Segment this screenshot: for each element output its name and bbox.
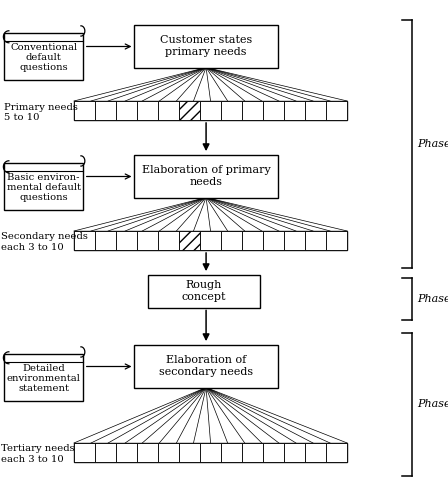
Bar bbox=[200, 101, 221, 120]
Bar bbox=[221, 231, 242, 250]
Bar bbox=[221, 443, 242, 462]
Bar bbox=[95, 231, 116, 250]
Text: Phase III: Phase III bbox=[418, 399, 448, 409]
Bar bbox=[95, 443, 116, 462]
Bar bbox=[74, 101, 347, 120]
Bar bbox=[137, 231, 158, 250]
Bar bbox=[4, 354, 83, 401]
Text: Elaboration of primary
needs: Elaboration of primary needs bbox=[142, 166, 271, 187]
Bar bbox=[158, 101, 179, 120]
Bar bbox=[263, 443, 284, 462]
Bar bbox=[326, 443, 347, 462]
Bar bbox=[116, 443, 137, 462]
Bar bbox=[74, 101, 95, 120]
Text: Phase II: Phase II bbox=[418, 294, 448, 304]
Bar bbox=[242, 101, 263, 120]
Text: Customer states
primary needs: Customer states primary needs bbox=[160, 36, 252, 57]
Bar bbox=[179, 101, 200, 120]
Bar bbox=[284, 231, 305, 250]
Text: Rough
concept: Rough concept bbox=[181, 280, 226, 302]
Bar bbox=[242, 443, 263, 462]
Bar bbox=[4, 32, 83, 80]
Bar bbox=[134, 345, 278, 388]
Text: Phase I: Phase I bbox=[418, 138, 448, 149]
Text: Basic environ-
mental default
questions: Basic environ- mental default questions bbox=[7, 172, 81, 203]
Bar bbox=[179, 101, 200, 120]
Bar bbox=[242, 231, 263, 250]
Bar bbox=[200, 443, 221, 462]
Bar bbox=[326, 231, 347, 250]
Bar bbox=[179, 231, 200, 250]
Bar bbox=[179, 443, 200, 462]
Text: Secondary needs
each 3 to 10: Secondary needs each 3 to 10 bbox=[1, 232, 88, 252]
Bar bbox=[158, 231, 179, 250]
Bar bbox=[137, 101, 158, 120]
Bar bbox=[158, 443, 179, 462]
Bar bbox=[134, 25, 278, 68]
Bar bbox=[221, 101, 242, 120]
Bar bbox=[134, 155, 278, 198]
Bar bbox=[4, 162, 83, 210]
Text: Elaboration of
secondary needs: Elaboration of secondary needs bbox=[159, 356, 253, 377]
Bar bbox=[305, 231, 326, 250]
Bar bbox=[200, 231, 221, 250]
Bar bbox=[305, 101, 326, 120]
Bar bbox=[305, 443, 326, 462]
Text: Conventional
default
questions: Conventional default questions bbox=[10, 42, 77, 72]
Bar bbox=[74, 231, 347, 250]
Bar bbox=[137, 443, 158, 462]
Bar bbox=[284, 443, 305, 462]
Bar bbox=[326, 101, 347, 120]
Bar bbox=[116, 101, 137, 120]
Bar bbox=[74, 443, 95, 462]
Text: Primary needs
5 to 10: Primary needs 5 to 10 bbox=[4, 103, 78, 122]
Bar bbox=[95, 101, 116, 120]
Bar bbox=[74, 231, 95, 250]
Bar bbox=[284, 101, 305, 120]
Bar bbox=[116, 231, 137, 250]
Bar bbox=[148, 275, 260, 308]
Bar bbox=[263, 101, 284, 120]
Bar bbox=[263, 231, 284, 250]
Bar bbox=[74, 443, 347, 462]
Text: Tertiary needs
each 3 to 10: Tertiary needs each 3 to 10 bbox=[1, 444, 75, 464]
Bar bbox=[179, 231, 200, 250]
Text: Detailed
environmental
statement: Detailed environmental statement bbox=[7, 364, 81, 394]
